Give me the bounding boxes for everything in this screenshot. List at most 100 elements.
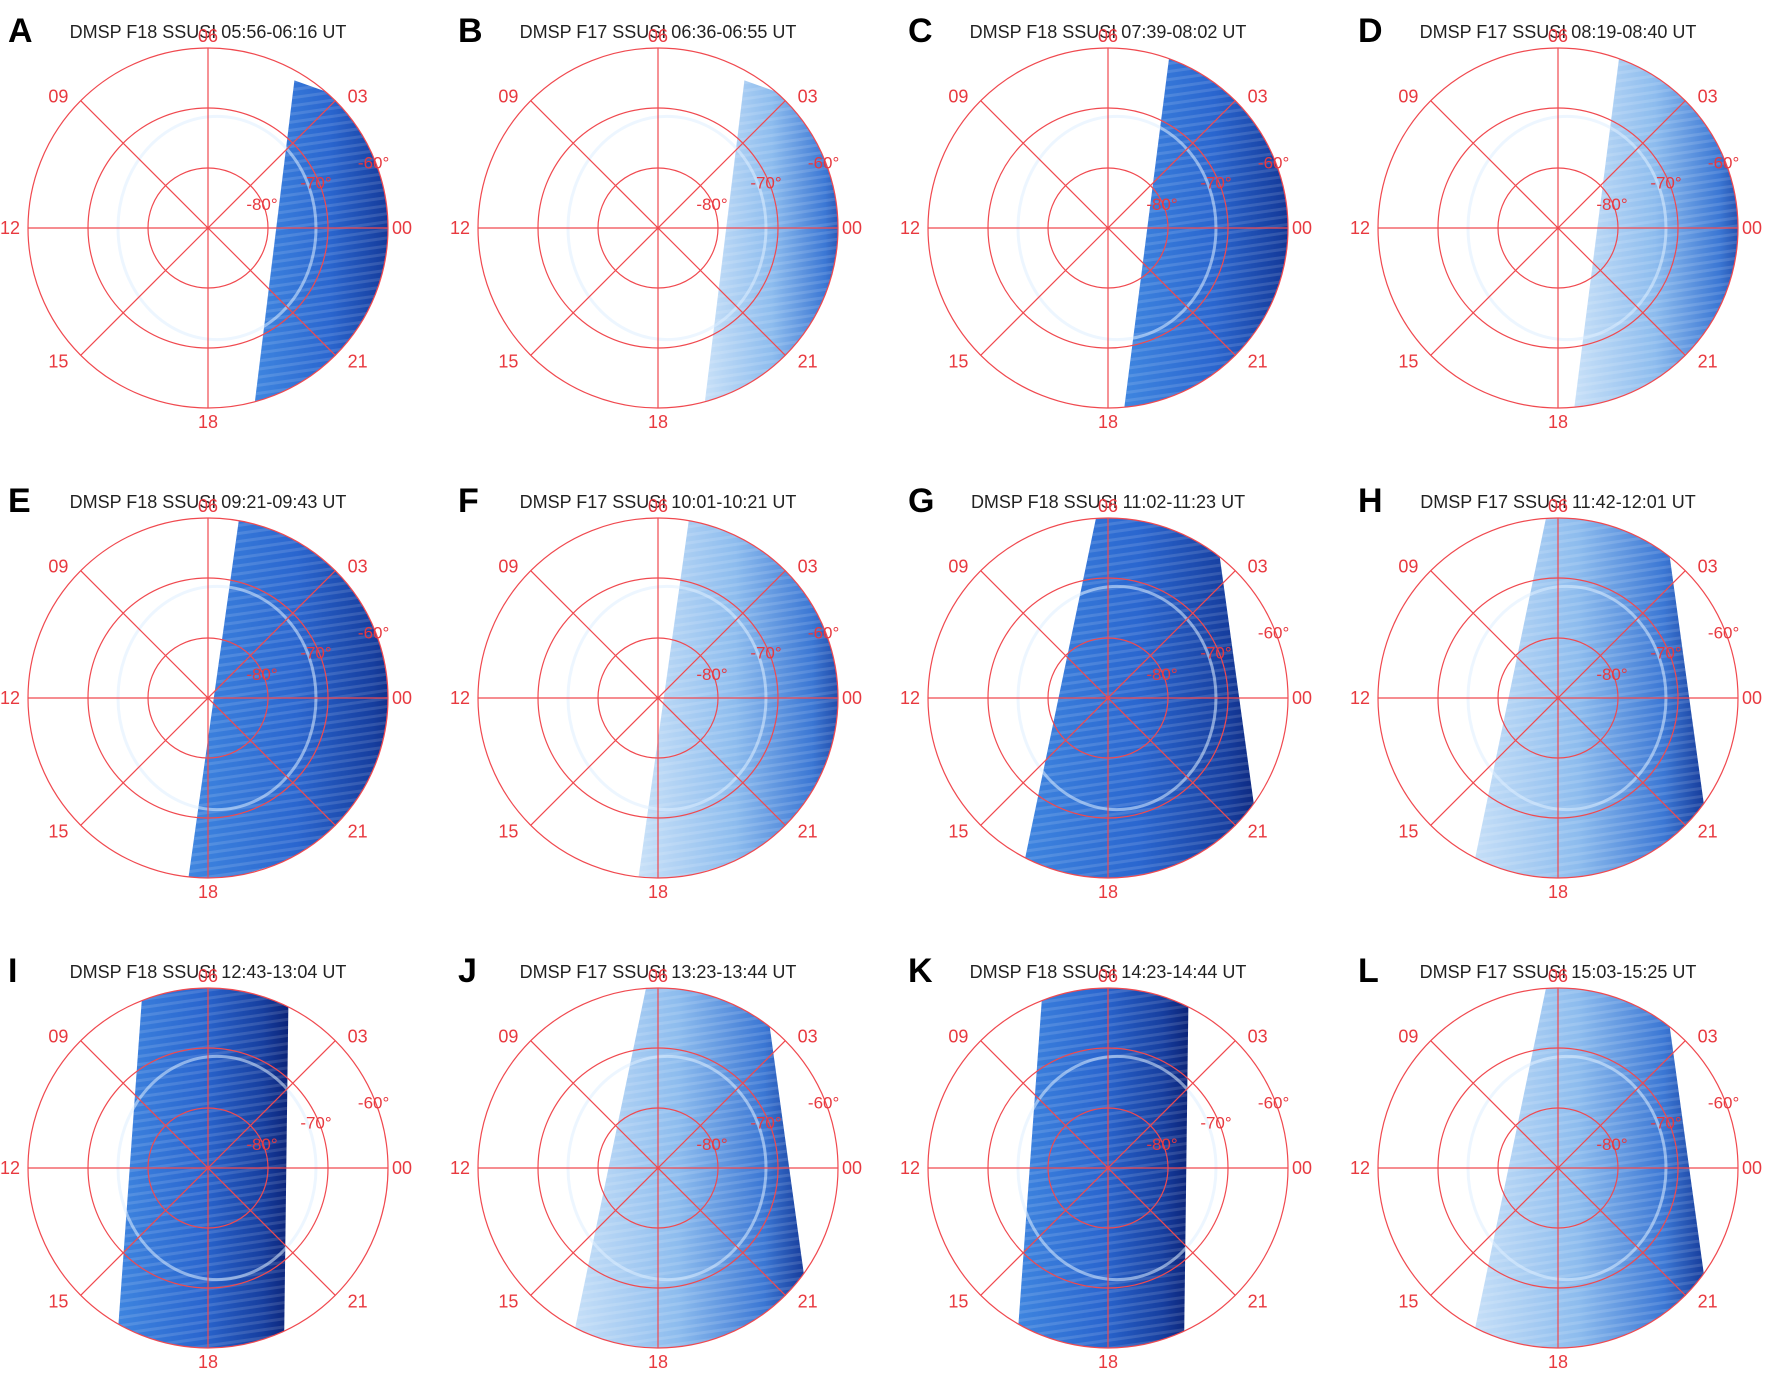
mlt-label: 12 [0,218,20,238]
mlt-label: 09 [48,1026,68,1046]
latitude-label: -70° [750,1113,781,1132]
mlt-label: 09 [1398,86,1418,106]
panel-letter: I [8,952,17,990]
mlt-label: 18 [1098,882,1118,902]
mlt-label: 00 [392,218,412,238]
mlt-label: 03 [1248,86,1268,106]
mlt-label: 00 [392,1158,412,1178]
mlt-label: 03 [1248,556,1268,576]
mlt-label: 09 [948,556,968,576]
mlt-label: 06 [1548,26,1568,46]
mlt-label: 03 [1248,1026,1268,1046]
mlt-label: 15 [948,352,968,372]
mlt-label: 21 [798,352,818,372]
panel-letter: K [908,952,933,990]
latitude-label: -60° [358,1094,389,1113]
latitude-label: -60° [1708,624,1739,643]
panel-title: DMSP F18 SSUSI 14:23-14:44 UT [970,962,1247,982]
mlt-label: 18 [648,412,668,432]
latitude-label: -60° [1258,624,1289,643]
mlt-label: 00 [1742,218,1762,238]
panel-letter: D [1358,12,1383,50]
latitude-label: -60° [808,1094,839,1113]
mlt-label: 15 [948,1292,968,1312]
mlt-label: 18 [648,882,668,902]
latitude-label: -60° [358,624,389,643]
mlt-label: 18 [198,882,218,902]
latitude-label: -70° [750,173,781,192]
latitude-label: -70° [300,173,331,192]
latitude-label: -70° [1200,173,1231,192]
mlt-label: 06 [1548,496,1568,516]
latitude-label: -80° [1596,665,1627,684]
mlt-label: 12 [450,1158,470,1178]
mlt-label: 18 [1098,1352,1118,1372]
mlt-label: 15 [48,822,68,842]
mlt-label: 21 [348,1292,368,1312]
mlt-label: 15 [1398,1292,1418,1312]
panel-letter: G [908,482,934,520]
mlt-label: 09 [48,556,68,576]
mlt-label: 00 [1742,688,1762,708]
latitude-label: -80° [246,195,277,214]
latitude-label: -60° [1708,154,1739,173]
mlt-label: 15 [48,1292,68,1312]
mlt-label: 00 [392,688,412,708]
mlt-label: 18 [198,412,218,432]
latitude-label: -60° [1258,154,1289,173]
mlt-label: 03 [1698,1026,1718,1046]
mlt-label: 15 [1398,352,1418,372]
mlt-label: 21 [1248,1292,1268,1312]
mlt-label: 06 [1098,966,1118,986]
mlt-label: 00 [842,1158,862,1178]
mlt-label: 12 [1350,688,1370,708]
mlt-label: 18 [1548,1352,1568,1372]
latitude-label: -80° [1596,1135,1627,1154]
mlt-label: 12 [0,688,20,708]
mlt-label: 00 [842,688,862,708]
mlt-label: 09 [498,86,518,106]
mlt-label: 00 [1292,688,1312,708]
panel-title: DMSP F18 SSUSI 09:21-09:43 UT [70,492,347,512]
mlt-label: 06 [198,966,218,986]
mlt-label: 15 [48,352,68,372]
mlt-label: 06 [648,26,668,46]
mlt-label: 15 [498,352,518,372]
latitude-label: -70° [300,643,331,662]
mlt-label: 15 [498,1292,518,1312]
mlt-label: 21 [798,822,818,842]
panel-title: DMSP F17 SSUSI 06:36-06:55 UT [520,22,797,42]
mlt-label: 21 [1248,822,1268,842]
mlt-label: 12 [900,1158,920,1178]
latitude-label: -80° [696,665,727,684]
mlt-label: 06 [1548,966,1568,986]
latitude-label: -80° [246,1135,277,1154]
mlt-label: 00 [1292,1158,1312,1178]
panel-title: DMSP F17 SSUSI 10:01-10:21 UT [520,492,797,512]
mlt-label: 06 [198,26,218,46]
mlt-label: 00 [842,218,862,238]
mlt-label: 12 [0,1158,20,1178]
mlt-label: 09 [1398,556,1418,576]
panel-letter: J [458,952,477,990]
panel-letter: F [458,482,479,520]
latitude-label: -60° [358,154,389,173]
panel-letter: C [908,12,933,50]
latitude-label: -70° [1650,1113,1681,1132]
panel-letter: E [8,482,31,520]
latitude-label: -70° [1650,643,1681,662]
mlt-label: 03 [1698,556,1718,576]
mlt-label: 06 [1098,496,1118,516]
panel-title: DMSP F18 SSUSI 05:56-06:16 UT [70,22,347,42]
